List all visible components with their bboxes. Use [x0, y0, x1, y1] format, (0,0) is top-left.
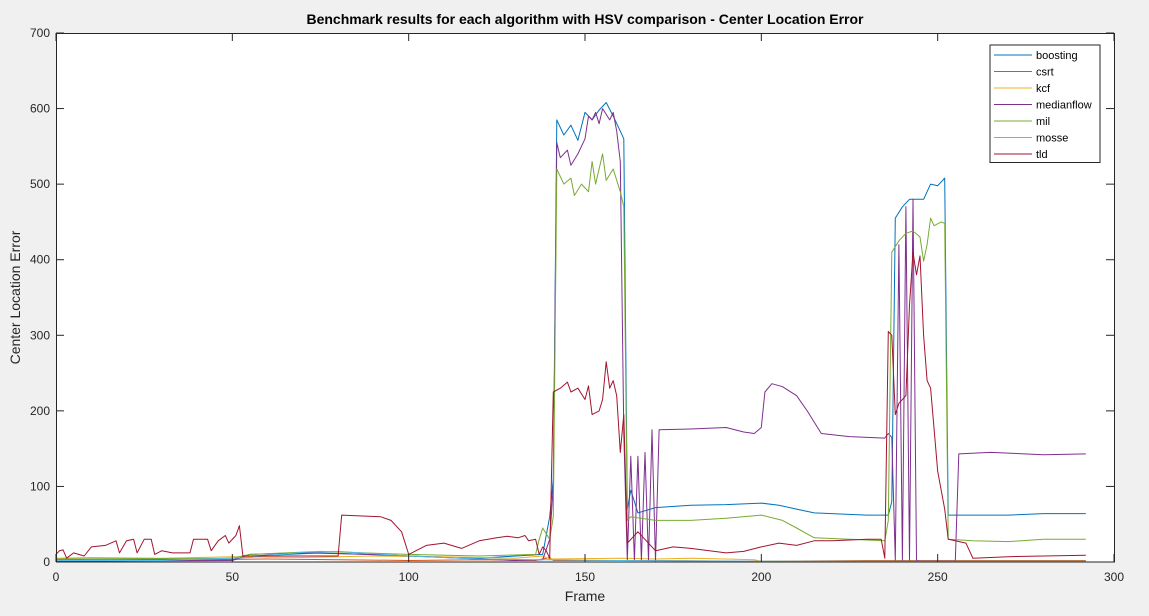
- chart-title: Benchmark results for each algorithm wit…: [306, 11, 864, 27]
- legend-label-boosting: boosting: [1036, 50, 1078, 62]
- legend-label-mil: mil: [1036, 116, 1050, 128]
- y-tick-label: 300: [30, 328, 50, 342]
- x-tick-label: 300: [1104, 570, 1124, 584]
- series-line-kcf: [55, 555, 1086, 562]
- y-tick-label: 100: [30, 479, 50, 493]
- series-layer: [55, 102, 1086, 562]
- legend-label-medianflow: medianflow: [1036, 100, 1092, 112]
- x-axis-label: Frame: [565, 588, 606, 604]
- y-tick-label: 600: [30, 102, 50, 116]
- x-tick-label: 200: [751, 570, 771, 584]
- legend-label-kcf: kcf: [1036, 83, 1051, 95]
- legend-label-tld: tld: [1036, 149, 1048, 161]
- x-tick-label: 150: [575, 570, 595, 584]
- y-tick-label: 400: [30, 253, 50, 267]
- series-line-medianflow: [55, 108, 1086, 562]
- y-tick-label: 200: [30, 404, 50, 418]
- series-line-mil: [55, 153, 1086, 560]
- legend: boosting csrt kcf medianflow mil mosse tld: [989, 44, 1101, 163]
- x-tick-label: 0: [53, 570, 60, 584]
- x-tick-label: 100: [399, 570, 419, 584]
- series-line-tld: [55, 251, 1086, 559]
- x-tick-label: 50: [226, 570, 240, 584]
- legend-box: [989, 44, 1101, 163]
- legend-label-mosse: mosse: [1036, 133, 1068, 145]
- y-tick-label: 500: [30, 177, 50, 191]
- y-tick-label: 700: [30, 26, 50, 40]
- y-tick-label: 0: [43, 555, 50, 569]
- tick-layer: 0 50 100 150 200 250 300 0 100 200 300 400 500 600 700: [30, 26, 1124, 584]
- y-axis-label: Center Location Error: [7, 230, 23, 364]
- x-tick-label: 250: [928, 570, 948, 584]
- legend-label-csrt: csrt: [1036, 67, 1054, 79]
